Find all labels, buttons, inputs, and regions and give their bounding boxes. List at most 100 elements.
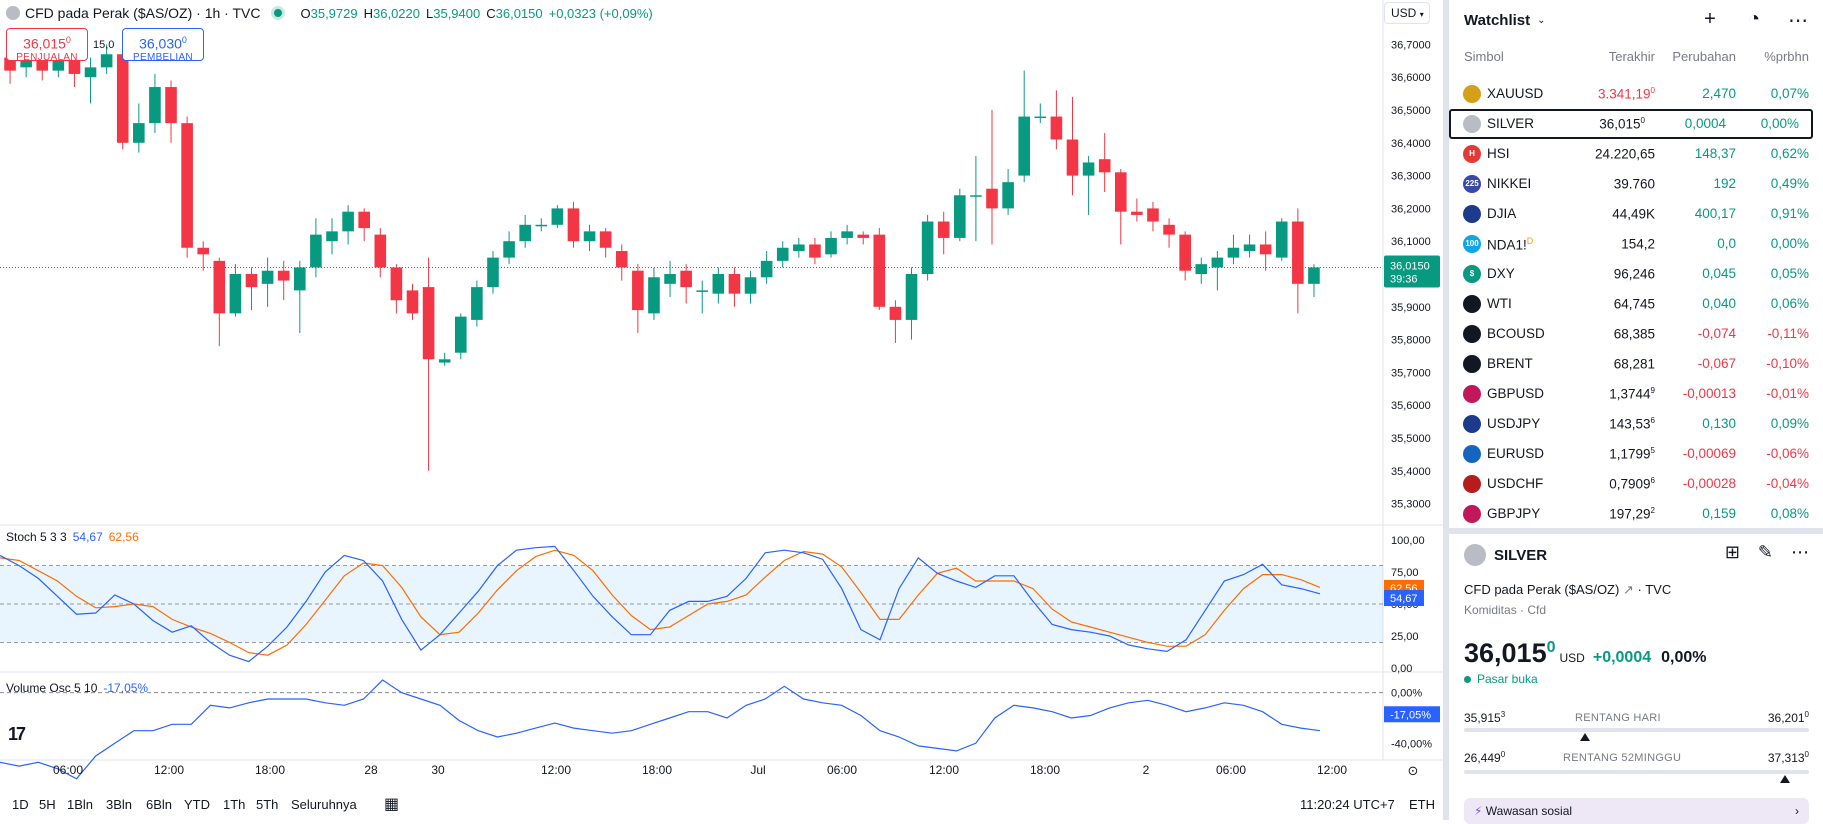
week52-high: 37,3130	[1767, 750, 1809, 765]
watchlist-row[interactable]: GBPUSD 1,37449 -0,00013 -0,01%	[1449, 379, 1823, 409]
edit-icon[interactable]: ✎	[1757, 542, 1773, 562]
watchlist-row[interactable]: XAUUSD 3.341,190 2,470 0,07%	[1449, 79, 1823, 109]
more-options-icon[interactable]: ⋯	[1791, 542, 1809, 562]
symbol-logo-icon	[1463, 415, 1481, 433]
symbol-logo-icon	[1463, 85, 1481, 103]
stoch-band	[0, 565, 1383, 643]
watchlist-rows: XAUUSD 3.341,190 2,470 0,07% SILVER 36,0150 0,…	[1449, 79, 1823, 529]
volosc-badge-label: -17,05%	[1390, 709, 1431, 721]
range-5d[interactable]: 5H	[39, 797, 56, 812]
stoch-tick-label: 75,00	[1391, 567, 1419, 579]
row-change: 2,470	[1702, 86, 1736, 101]
row-pct: -0,04%	[1766, 476, 1809, 491]
col-symbol[interactable]: Simbol	[1464, 49, 1504, 64]
time-tick-label: 06:00	[53, 763, 83, 777]
watchlist-title[interactable]: Watchlist	[1464, 11, 1531, 29]
chart-title[interactable]: CFD pada Perak ($AS/OZ) · 1h · TVC	[25, 5, 261, 21]
candle-body	[583, 231, 596, 242]
current-price-label: 36,0150	[1390, 260, 1430, 272]
time-tick-label: Jul	[750, 763, 765, 777]
candle-body	[261, 270, 274, 284]
range-ytd[interactable]: YTD	[184, 797, 210, 812]
stoch-k-badge-label: 54,67	[1390, 593, 1418, 605]
watchlist-row[interactable]: 225 NIKKEI 39.760 192 0,49%	[1449, 169, 1823, 199]
watchlist-row[interactable]: WTI 64,745 0,040 0,06%	[1449, 289, 1823, 319]
clock-timezone[interactable]: 11:20:24 UTC+7	[1300, 797, 1395, 812]
volosc-line	[0, 679, 1321, 780]
candle-body	[1275, 221, 1288, 258]
details-symbol[interactable]: SILVER	[1494, 546, 1548, 564]
volume-osc-legend[interactable]: Volume Osc 5 10 -17,05%	[6, 681, 149, 695]
range-5y[interactable]: 5Th	[256, 797, 279, 812]
chart-area[interactable]: 36,7000 36,6000 36,5000 36,4000 36,3000 36,20…	[0, 0, 1443, 780]
candle-body	[422, 287, 435, 360]
symbol-logo-icon: $	[1463, 265, 1481, 283]
watchlist-row[interactable]: BCOUSD 68,385 -0,074 -0,11%	[1449, 319, 1823, 349]
currency-button[interactable]: USD ▾	[1384, 2, 1430, 24]
time-tick-label: 12:00	[929, 763, 959, 777]
candle-body	[567, 208, 580, 242]
candle-body	[599, 231, 612, 248]
row-symbol: DXY	[1487, 266, 1515, 281]
watchlist-column-header: Simbol Terakhir Perubahan %prbhn	[1449, 46, 1823, 68]
buy-button[interactable]: 36,0300 PEMBELIAN	[122, 28, 204, 63]
candle-body	[1292, 221, 1304, 284]
grid-view-icon[interactable]: ⊞	[1724, 542, 1740, 562]
watchlist-row[interactable]: EURUSD 1,17995 -0,00069 -0,06%	[1449, 439, 1823, 469]
candle-body	[1259, 244, 1272, 255]
col-change[interactable]: Perubahan	[1672, 49, 1736, 64]
price-tick-label: 36,2000	[1391, 203, 1431, 215]
watchlist-row[interactable]: USDJPY 143,536 0,130 0,09%	[1449, 409, 1823, 439]
advanced-view-icon[interactable]: ◔	[1747, 8, 1761, 30]
row-pct: -0,11%	[1767, 326, 1809, 341]
watchlist-row[interactable]: GBPJPY 197,292 0,159 0,08%	[1449, 499, 1823, 529]
candle-body	[1131, 211, 1143, 215]
range-1m[interactable]: 1Bln	[67, 797, 94, 812]
day-range-bar	[1464, 728, 1809, 732]
candle-body	[1308, 267, 1320, 284]
more-options-icon[interactable]: ⋯	[1788, 10, 1808, 32]
sell-button[interactable]: 36,0150 PENJUALAN	[6, 28, 88, 63]
watchlist-row[interactable]: BRENT 68,281 -0,067 -0,10%	[1449, 349, 1823, 379]
range-all[interactable]: Seluruhnya	[291, 797, 357, 812]
symbol-logo-icon	[1463, 325, 1481, 343]
row-change: 0,159	[1702, 506, 1736, 521]
candle-body	[406, 290, 419, 314]
candle-body	[841, 231, 853, 238]
time-tick-label: 06:00	[827, 763, 857, 777]
panel-separator[interactable]	[1449, 528, 1823, 534]
session-button[interactable]: ETH	[1409, 797, 1435, 812]
range-1d[interactable]: 1D	[12, 797, 29, 812]
watchlist-row[interactable]: DJIA 44,49K 400,17 0,91%	[1449, 199, 1823, 229]
watchlist-row[interactable]: $ DXY 96,246 0,045 0,05%	[1449, 259, 1823, 289]
watchlist-row[interactable]: 100 NDA1!D 154,2 0,0 0,00%	[1449, 229, 1823, 259]
row-symbol: GBPUSD	[1487, 386, 1545, 401]
candle-body	[36, 57, 49, 71]
range-3m[interactable]: 3Bln	[106, 797, 133, 812]
settings-icon[interactable]: ⊙	[1408, 763, 1419, 778]
watchlist-row[interactable]: H HSI 24.220,65 148,37 0,62%	[1449, 139, 1823, 169]
range-6m[interactable]: 6Bln	[146, 797, 173, 812]
watchlist-row[interactable]: USDCHF 0,79096 -0,00028 -0,04%	[1449, 469, 1823, 499]
candle-body	[1227, 247, 1240, 258]
external-link-icon[interactable]: ↗	[1622, 582, 1634, 597]
symbol-logo-icon	[1463, 115, 1481, 133]
candle-body	[342, 211, 354, 232]
row-symbol: NIKKEI	[1487, 176, 1532, 191]
candle-body	[632, 270, 644, 311]
col-last[interactable]: Terakhir	[1608, 49, 1655, 64]
chevron-down-icon[interactable]: ⌄	[1537, 14, 1546, 26]
stoch-legend[interactable]: Stoch 5 3 3 54,67 62,56	[6, 530, 139, 544]
tradingview-logo-icon[interactable]: 17	[8, 724, 26, 744]
col-pct[interactable]: %prbhn	[1764, 49, 1809, 64]
range-1y[interactable]: 1Th	[223, 797, 246, 812]
silver-icon	[1464, 544, 1486, 566]
watchlist-row[interactable]: SILVER 36,0150 0,0004 0,00%	[1449, 109, 1813, 139]
chart-canvas[interactable]: 36,7000 36,6000 36,5000 36,4000 36,3000 36,20…	[0, 0, 1443, 780]
calendar-icon[interactable]: ▦	[384, 796, 400, 813]
row-last: 1,37449	[1609, 386, 1655, 402]
add-symbol-icon[interactable]: +	[1704, 8, 1716, 30]
panel-divider[interactable]	[1443, 0, 1449, 820]
social-insights-button[interactable]: ⚡ Wawasan sosial ›	[1464, 798, 1809, 824]
candle-body	[277, 270, 290, 281]
